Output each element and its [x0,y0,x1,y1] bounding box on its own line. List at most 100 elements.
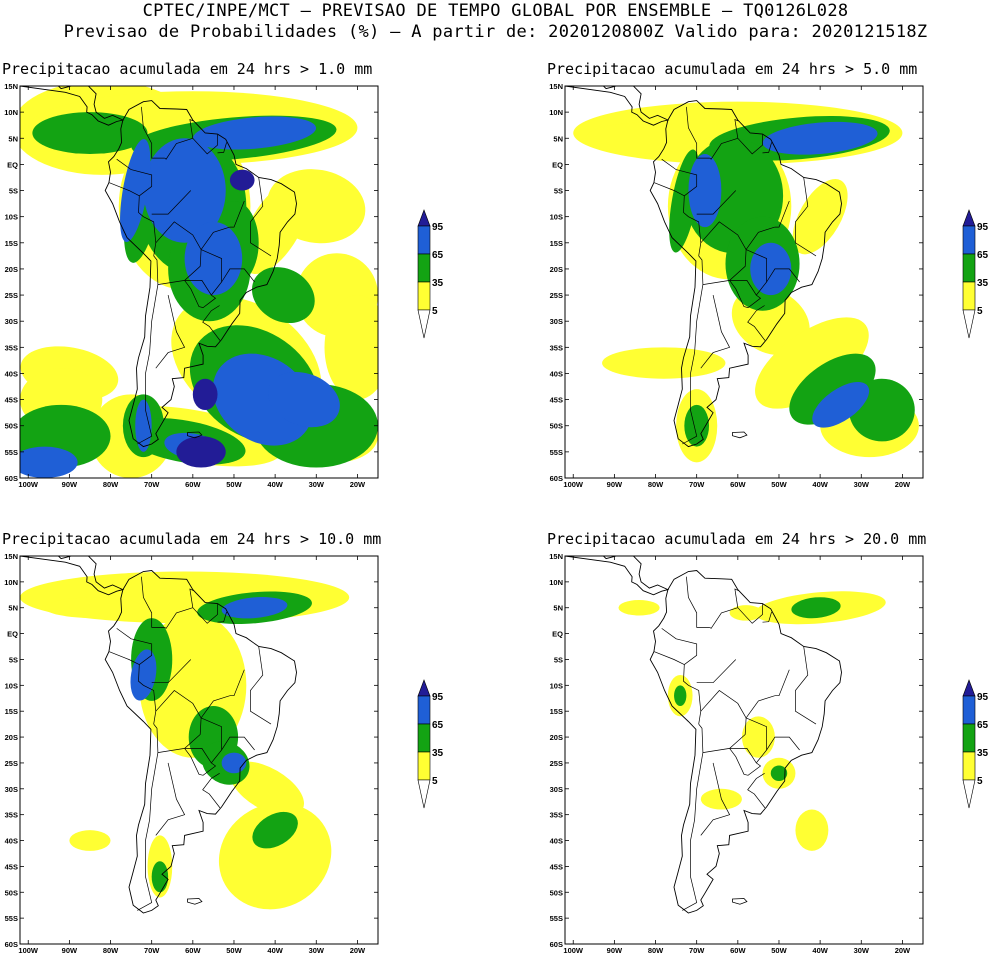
lat-tick-label: 10S [5,681,18,690]
lon-tick-label: 30W [309,480,325,489]
lon-tick-label: 90W [62,480,78,489]
lon-tick-label: 20W [895,480,911,489]
country-border [192,134,218,155]
country-border [682,723,704,911]
probability-area [755,317,869,409]
lon-tick-label: 30W [854,480,870,489]
country-border [747,773,766,809]
map-background [565,556,923,944]
lat-tick-label: 60S [550,474,563,483]
probability-area [69,830,111,851]
probability-area [791,597,841,619]
country-border [155,690,202,753]
country-border [109,182,140,197]
country-border [700,221,747,285]
coastline-island [90,44,133,61]
lon-tick-label: 100W [563,480,584,489]
probability-area [229,761,305,817]
lat-tick-label: 55S [5,448,18,457]
legend-label: 95 [432,222,444,233]
country-border [745,249,767,296]
legend-swatch [417,225,431,255]
lat-tick-label: 35S [5,343,18,352]
lat-tick-label: 15S [5,239,18,248]
lon-tick-label: 70W [689,480,705,489]
probability-area [218,802,332,910]
probability-area [229,169,255,191]
lat-tick-label: 20S [550,733,563,742]
lon-tick-label: 40W [812,480,828,489]
legend-label: 65 [977,720,989,731]
probability-area [221,597,288,619]
coastline-south-america [104,100,297,448]
probability-area [762,121,878,155]
country-border [184,748,217,776]
probability-area [729,605,763,621]
country-border [221,268,255,283]
country-border [192,604,218,624]
probability-area [44,597,144,619]
coastline-central-america [565,86,670,126]
lon-tick-label: 60W [185,480,201,489]
legend-swatch [417,281,431,311]
lat-tick-label: 10S [550,213,563,222]
coastline-central-america [20,556,125,596]
legend-swatch [417,751,431,781]
lat-tick-label: 15S [550,239,563,248]
country-border [141,106,165,159]
lat-tick-label: 10S [5,213,18,222]
country-border [141,576,165,628]
country-border [734,588,739,608]
country-border [700,690,747,753]
legend-label: 5 [432,776,438,787]
legend-label: 35 [432,278,444,289]
probability-area [324,295,378,400]
lat-tick-label: 5N [8,604,18,613]
probability-area [602,347,726,379]
lat-tick-label: 15N [549,82,563,91]
country-border [700,295,731,369]
coastline-island [635,44,678,61]
lat-tick-label: 25S [550,291,563,300]
lat-tick-label: 35S [5,811,18,820]
lat-tick-label: 60S [550,940,563,949]
country-border [686,106,710,159]
lon-tick-label: 80W [103,946,119,955]
country-border [155,221,202,285]
country-border [795,646,817,725]
coastline-falklands [187,431,203,439]
probability-area [267,169,366,244]
country-border [250,177,272,257]
coastline-central-america [20,86,125,126]
country-border [116,628,157,725]
lat-tick-label: 40S [550,837,563,846]
lat-tick-label: 15S [550,707,563,716]
legend-arrow-bottom [962,779,976,809]
lon-tick-label: 70W [689,946,705,955]
lat-tick-label: 55S [550,448,563,457]
coastline-falklands [732,898,748,905]
country-border [696,659,737,684]
lat-tick-label: 30S [550,317,563,326]
lat-tick-label: 50S [550,422,563,431]
country-border [737,604,763,624]
country-border [184,280,217,308]
lat-tick-label: 5S [554,655,563,664]
lat-tick-label: 50S [550,888,563,897]
country-border [682,255,704,445]
lat-tick-label: 55S [550,914,563,923]
probability-legend: 95 65 35 5 [962,679,989,809]
legend-arrow-bottom [417,309,431,339]
lat-tick-label: 15N [4,552,18,561]
lon-tick-label: 50W [226,480,242,489]
probability-area [795,809,829,851]
country-border [774,669,790,697]
country-border [137,255,159,445]
country-border [654,182,685,197]
lon-tick-label: 50W [226,946,242,955]
lon-tick-label: 80W [103,480,119,489]
coastline-south-america [649,100,842,448]
probability-legend: 95 65 35 5 [962,209,989,339]
country-border [661,158,702,256]
